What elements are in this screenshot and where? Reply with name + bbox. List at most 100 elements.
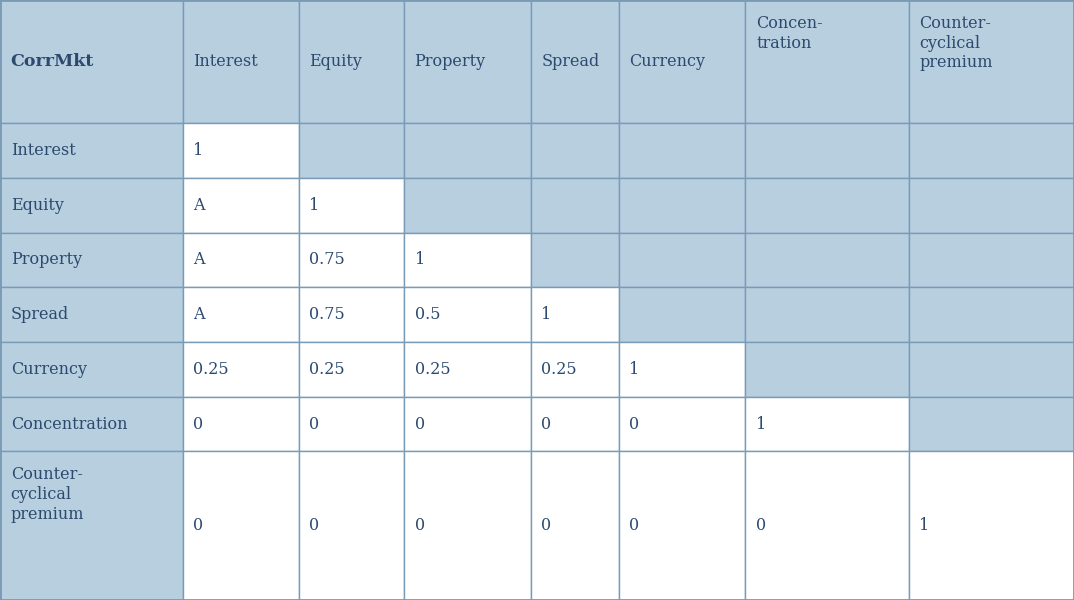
Bar — [909, 451, 1074, 600]
Bar — [745, 0, 909, 124]
Bar — [183, 178, 299, 233]
Bar — [531, 124, 619, 178]
Text: 0: 0 — [309, 416, 319, 433]
Text: Equity: Equity — [11, 197, 63, 214]
Bar — [909, 287, 1074, 342]
Bar — [299, 397, 404, 451]
Bar — [909, 397, 1074, 451]
Bar — [909, 233, 1074, 287]
Text: CorrMkt: CorrMkt — [11, 53, 95, 70]
Bar — [183, 397, 299, 451]
Text: 1: 1 — [309, 197, 320, 214]
Bar — [745, 397, 909, 451]
Bar — [0, 124, 183, 178]
Bar — [531, 397, 619, 451]
Bar — [0, 287, 183, 342]
Bar — [299, 0, 404, 124]
Text: Currency: Currency — [629, 53, 706, 70]
Text: Counter-
cyclical
premium: Counter- cyclical premium — [919, 15, 992, 71]
Bar — [0, 342, 183, 397]
Bar — [404, 397, 531, 451]
Bar — [619, 178, 745, 233]
Bar — [0, 451, 183, 600]
Bar — [531, 233, 619, 287]
Text: Spread: Spread — [11, 306, 69, 323]
Bar — [619, 233, 745, 287]
Bar — [619, 287, 745, 342]
Bar — [745, 233, 909, 287]
Bar — [745, 342, 909, 397]
Text: 0: 0 — [629, 517, 639, 534]
Bar — [299, 451, 404, 600]
Text: A: A — [193, 251, 205, 269]
Text: Equity: Equity — [309, 53, 362, 70]
Bar — [909, 342, 1074, 397]
Bar — [909, 178, 1074, 233]
Text: 0.75: 0.75 — [309, 306, 345, 323]
Bar — [183, 342, 299, 397]
Bar — [404, 178, 531, 233]
Text: 1: 1 — [541, 306, 552, 323]
Bar — [531, 287, 619, 342]
Text: 0.75: 0.75 — [309, 251, 345, 269]
Text: 1: 1 — [919, 517, 930, 534]
Bar — [299, 124, 404, 178]
Text: 1: 1 — [629, 361, 640, 378]
Bar — [619, 397, 745, 451]
Text: 0: 0 — [541, 416, 551, 433]
Text: A: A — [193, 197, 205, 214]
Bar — [909, 0, 1074, 124]
Bar — [0, 178, 183, 233]
Bar — [404, 287, 531, 342]
Text: Spread: Spread — [541, 53, 599, 70]
Text: Property: Property — [415, 53, 485, 70]
Bar — [745, 451, 909, 600]
Bar — [909, 124, 1074, 178]
Text: Property: Property — [11, 251, 82, 269]
Text: 0.25: 0.25 — [309, 361, 345, 378]
Bar — [619, 0, 745, 124]
Bar — [0, 397, 183, 451]
Bar — [531, 342, 619, 397]
Text: Currency: Currency — [11, 361, 87, 378]
Text: Counter-
cyclical
premium: Counter- cyclical premium — [11, 466, 84, 523]
Text: 0: 0 — [193, 517, 203, 534]
Text: 0.5: 0.5 — [415, 306, 440, 323]
Text: 0: 0 — [541, 517, 551, 534]
Text: A: A — [193, 306, 205, 323]
Bar — [404, 451, 531, 600]
Bar — [745, 178, 909, 233]
Text: 0: 0 — [415, 517, 424, 534]
Text: 0.25: 0.25 — [541, 361, 577, 378]
Text: 0: 0 — [415, 416, 424, 433]
Text: 0.25: 0.25 — [193, 361, 229, 378]
Bar — [183, 287, 299, 342]
Bar — [183, 451, 299, 600]
Text: 0: 0 — [629, 416, 639, 433]
Bar — [619, 451, 745, 600]
Bar — [404, 124, 531, 178]
Bar — [299, 287, 404, 342]
Bar — [531, 451, 619, 600]
Bar — [404, 342, 531, 397]
Text: 0: 0 — [756, 517, 766, 534]
Bar — [0, 233, 183, 287]
Bar — [619, 342, 745, 397]
Bar — [0, 0, 183, 124]
Text: 0: 0 — [309, 517, 319, 534]
Text: 0: 0 — [193, 416, 203, 433]
Bar — [183, 124, 299, 178]
Bar — [183, 0, 299, 124]
Bar — [745, 124, 909, 178]
Text: Interest: Interest — [193, 53, 258, 70]
Text: 0.25: 0.25 — [415, 361, 450, 378]
Bar — [183, 233, 299, 287]
Bar — [299, 342, 404, 397]
Text: Concentration: Concentration — [11, 416, 127, 433]
Bar — [404, 233, 531, 287]
Bar — [531, 0, 619, 124]
Bar — [619, 124, 745, 178]
Bar — [299, 178, 404, 233]
Bar — [745, 287, 909, 342]
Text: 1: 1 — [193, 142, 204, 159]
